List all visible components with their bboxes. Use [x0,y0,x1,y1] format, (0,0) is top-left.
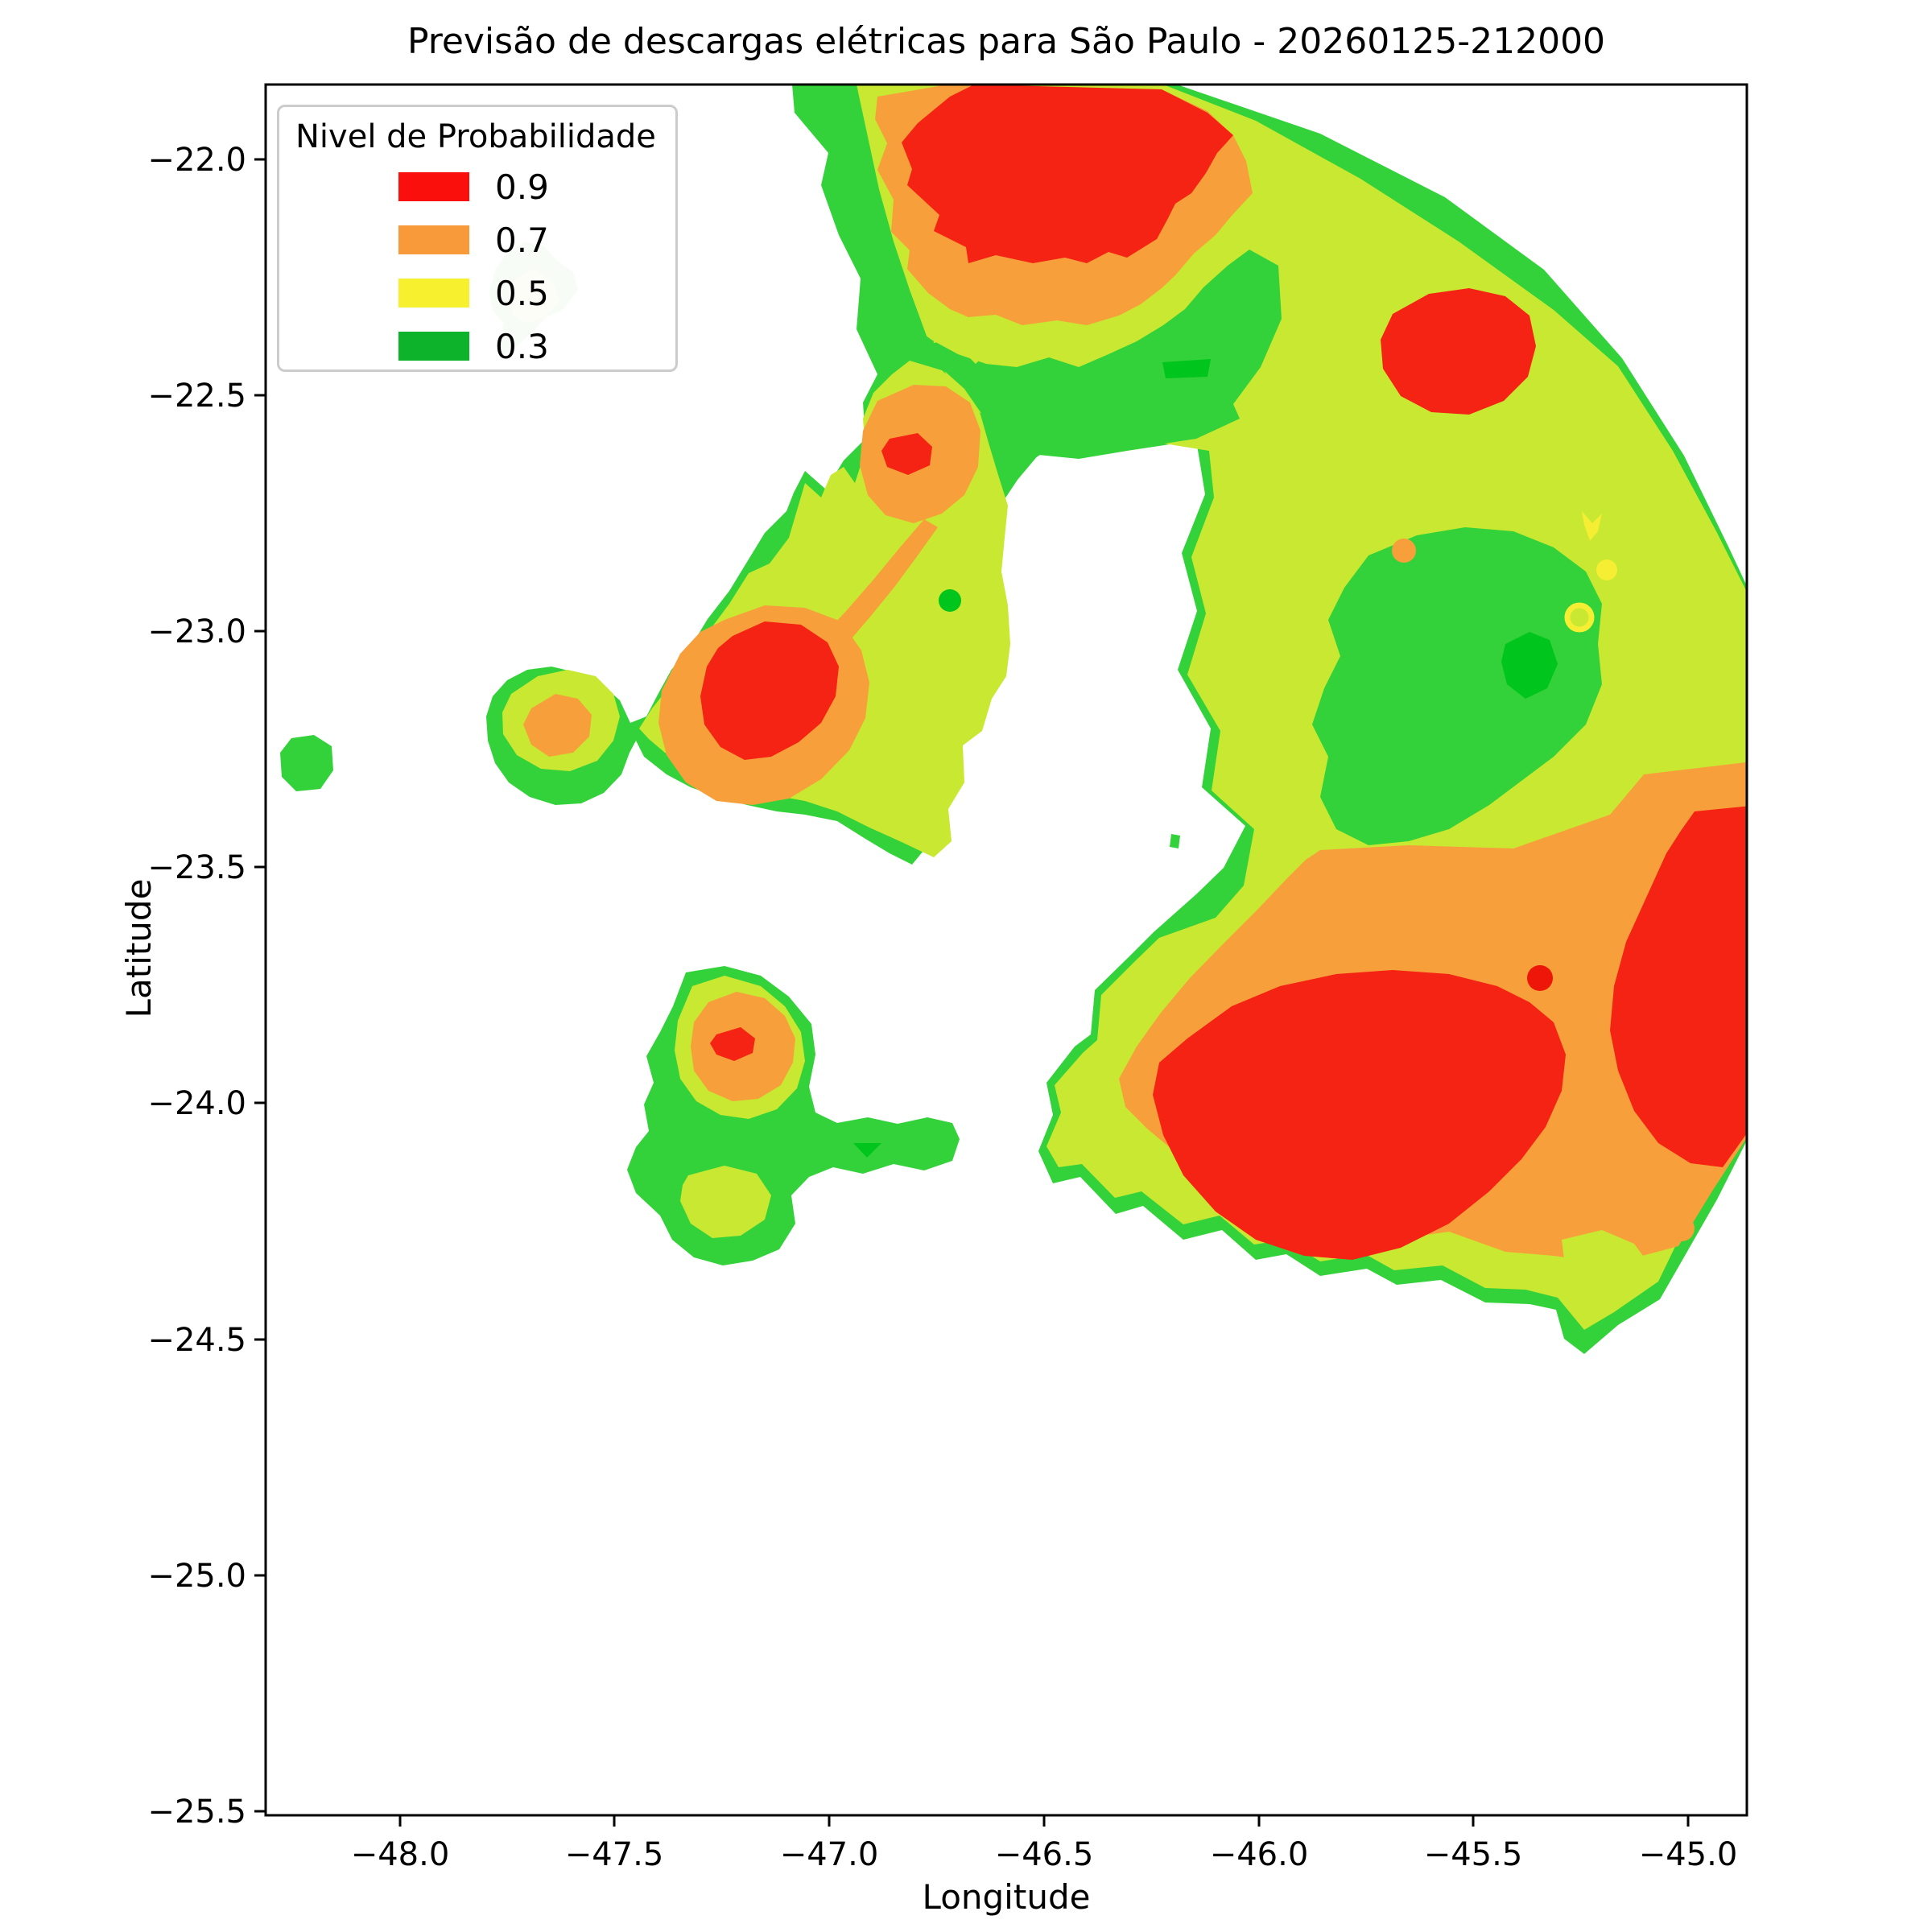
prob-0.9-ne-dot [881,433,932,475]
prob-0.3-patch-east [1312,527,1602,845]
x-axis-label: Longitude [922,1877,1091,1917]
prob-0.7-west-blob [523,694,592,757]
prob-0.5-diamond-3 [985,325,1008,348]
legend-item-03: 0.3 [279,320,675,373]
orange-glyph-triangle [1306,891,1323,903]
y-tick-label: −25.5 [147,1794,246,1831]
legend-box: Nivel de Probabilidade 0.9 0.7 0.5 0.3 [277,105,678,372]
orange-point-marker-2 [1669,1216,1695,1241]
y-tick-label: −25.0 [147,1558,246,1595]
red-point-marker [1527,965,1553,991]
y-tick-label: −24.0 [147,1085,246,1122]
legend-swatch-red [398,172,469,201]
prob-0.5-dash [932,330,953,343]
y-axis-label: Latitude [119,878,159,1018]
yellow-point-marker [1596,559,1617,580]
legend-item-07: 0.7 [279,213,675,266]
legend-swatch-orange [398,225,469,254]
x-tick-label: −46.5 [995,1836,1094,1873]
x-tick-label: −48.0 [351,1836,450,1873]
legend-label-03: 0.3 [495,326,549,366]
legend-swatch-yellow [398,279,469,308]
legend-item-09: 0.9 [279,160,675,213]
prob-0.5-patch-south-arc [1562,1230,1652,1290]
legend-item-05: 0.5 [279,266,675,320]
legend-swatch-green [398,332,469,361]
prob-0.9-west-cluster-core [700,621,839,760]
green-point-marker [939,589,961,612]
prob-0.3-southwest-cluster [627,966,960,1265]
yellow-glyph [1582,511,1602,541]
y-tick-label: −23.5 [147,849,246,886]
prob-0.5-diamond-2 [963,338,989,364]
prob-0.5-sw-bottom-patch [680,1166,771,1238]
legend-title: Nivel de Probabilidade [295,118,656,155]
legend-label-09: 0.9 [495,167,549,207]
legend-label-05: 0.5 [495,273,549,313]
prob-0.3-west-dot [280,735,333,791]
legend-label-07: 0.7 [495,220,549,260]
darkgreen-arm-notch [853,1143,881,1158]
y-tick-label: −22.0 [147,142,246,179]
prob-0.9-top [902,85,1233,263]
x-tick-label: −46.0 [1210,1836,1309,1873]
plot-border [264,83,1748,1817]
darkgreen-patch-north [1162,359,1211,378]
darkgreen-patch-east [1501,632,1558,699]
x-tick-label: −45.0 [1639,1836,1738,1873]
prob-0.9-east-edge [1610,806,1747,1167]
orange-point-marker-1 [1392,539,1416,563]
x-tick-label: −45.5 [1424,1836,1523,1873]
x-tick-label: −47.5 [565,1836,664,1873]
x-tick-label: −47.0 [780,1836,879,1873]
contour-layer [280,85,1747,1354]
prob-0.3-patch-bay-north [880,250,1282,483]
prob-0.9-northeast [1381,288,1536,415]
y-tick-label: −22.5 [147,378,246,415]
axis-ticks: −48.0 −47.5 −47.0 −46.5 −46.0 −45.5 −45.0 −22.0… [147,142,1737,1873]
prob-0.9-south-big [1153,970,1566,1260]
green-dash-bay [1170,834,1180,848]
y-tick-label: −24.5 [147,1322,246,1359]
prob-0.9-sw-dot [710,1027,755,1061]
yellow-ring-marker [1564,602,1595,633]
page-title: Previsão de descargas elétricas para São… [407,21,1606,62]
y-tick-label: −23.0 [147,613,246,650]
marker-layer [939,539,1695,1241]
